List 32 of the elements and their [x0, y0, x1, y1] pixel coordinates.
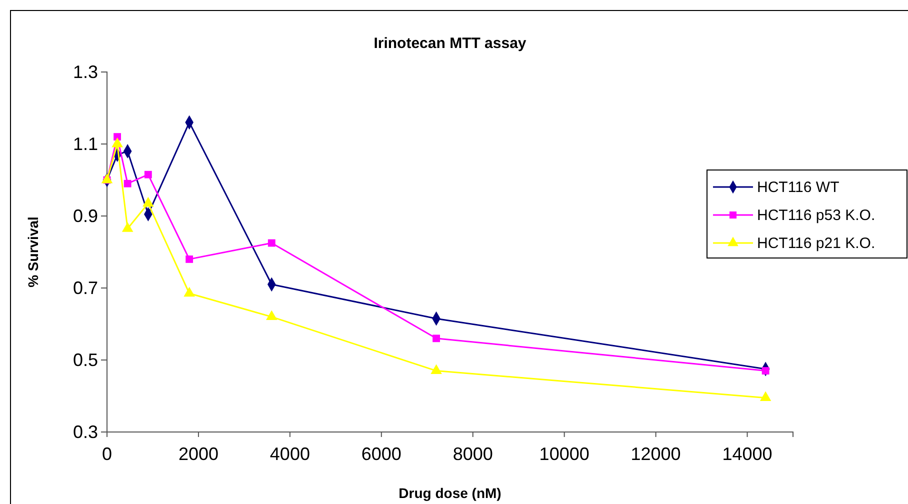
- x-tick-label: 10000: [539, 444, 590, 464]
- legend-label: HCT116 p21 K.O.: [757, 235, 876, 252]
- point: [430, 364, 442, 374]
- x-tick-label: 0: [102, 444, 112, 464]
- x-tick-label: 2000: [178, 444, 218, 464]
- point: [432, 334, 440, 342]
- point: [124, 180, 132, 188]
- x-tick-label: 8000: [452, 444, 493, 464]
- point: [144, 170, 152, 178]
- point: [184, 286, 195, 297]
- point: [268, 239, 276, 247]
- point: [114, 133, 121, 141]
- chart-title: Irinotecan MTT assay: [374, 35, 527, 52]
- y-tick-label: 1.1: [72, 134, 98, 154]
- legend-label: HCT116 p53 K.O.: [757, 207, 876, 224]
- point: [186, 255, 194, 263]
- point: [122, 222, 134, 232]
- y-tick-label: 0.3: [72, 422, 98, 442]
- point: [266, 310, 278, 320]
- x-tick-label: 14000: [722, 444, 772, 464]
- y-axis-title: % Survival: [25, 216, 41, 288]
- y-tick-label: 1.3: [72, 62, 98, 82]
- point: [142, 196, 154, 207]
- y-tick-label: 0.7: [72, 278, 98, 298]
- x-tick-label: 6000: [361, 444, 402, 464]
- point: [760, 391, 772, 402]
- y-tick-label: 0.5: [72, 350, 98, 370]
- x-tick-label: 12000: [630, 444, 681, 464]
- x-tick-label: 4000: [270, 444, 310, 464]
- x-axis-title: Drug dose (nM): [398, 485, 502, 501]
- y-tick-label: 0.9: [72, 206, 98, 226]
- legend-label: HCT116 WT: [757, 179, 840, 196]
